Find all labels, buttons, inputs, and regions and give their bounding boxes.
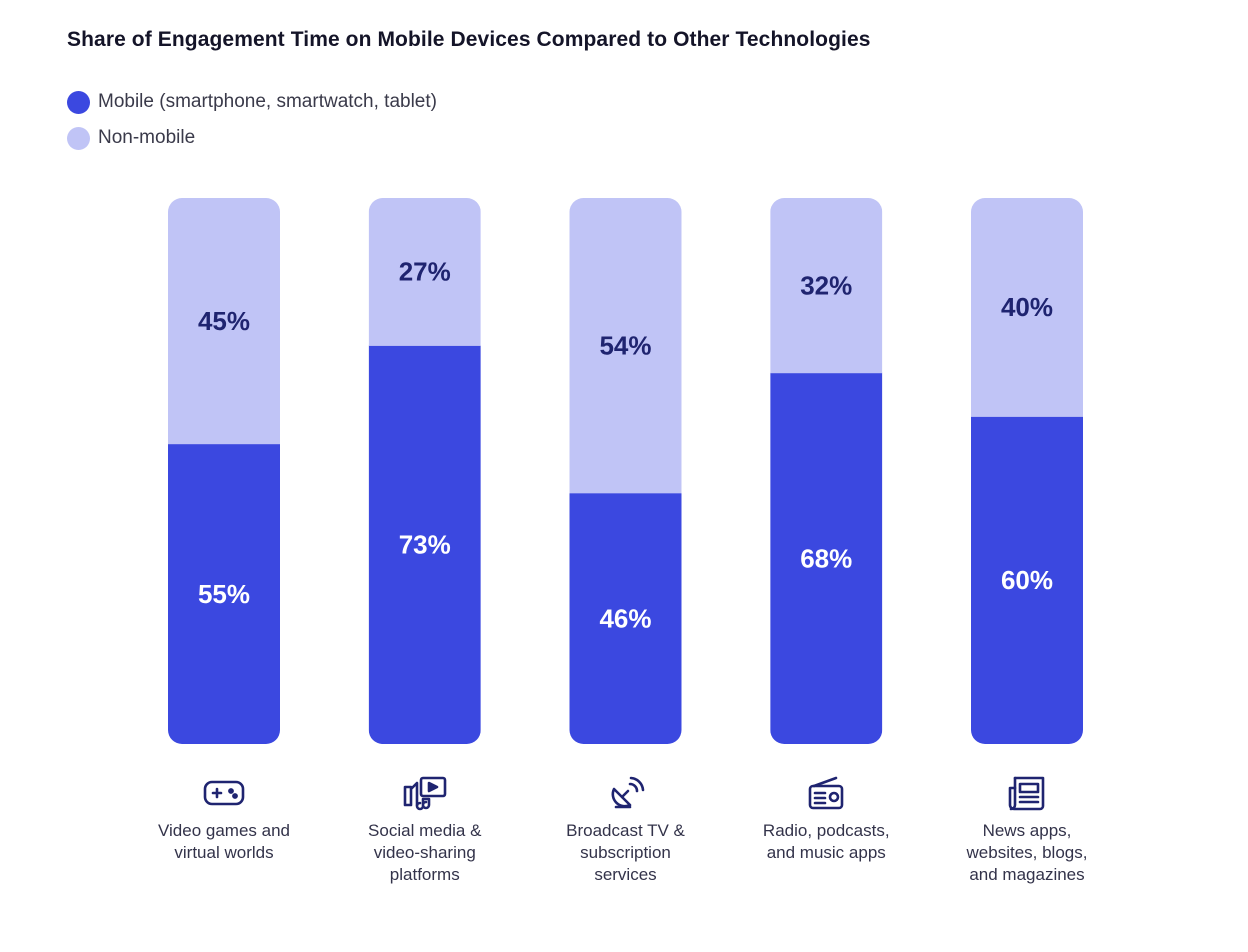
- chart-title: Share of Engagement Time on Mobile Devic…: [67, 28, 871, 51]
- bar-mobile: [168, 443, 280, 744]
- data-label-non-mobile: 27%: [399, 257, 451, 287]
- radio-icon: [796, 773, 856, 813]
- newspaper-icon: [997, 773, 1057, 813]
- bar-mobile: [368, 345, 481, 744]
- category-label: News apps, websites, blogs, and magazine…: [966, 821, 1088, 884]
- category-label: Social media & video-sharing platforms: [368, 821, 482, 884]
- bar-non-mobile: [569, 198, 682, 494]
- bar-group: [368, 198, 481, 744]
- bar-non-mobile: [770, 198, 883, 374]
- bar-mobile: [971, 416, 1083, 744]
- data-label-non-mobile: 40%: [1001, 292, 1053, 322]
- bar-non-mobile: [168, 198, 280, 445]
- legend-item-non-mobile: Non-mobile: [67, 120, 437, 156]
- category-label: Broadcast TV & subscription services: [566, 821, 685, 884]
- data-label-mobile: 46%: [599, 603, 651, 633]
- legend-label-mobile: Mobile (smartphone, smartwatch, tablet): [98, 91, 437, 112]
- bar-mobile: [770, 372, 883, 744]
- data-label-mobile: 73%: [399, 530, 451, 560]
- data-label-mobile: 55%: [198, 579, 250, 609]
- legend-item-mobile: Mobile (smartphone, smartwatch, tablet): [67, 84, 437, 120]
- bar-non-mobile: [368, 198, 481, 346]
- gamepad-icon: [194, 773, 254, 813]
- legend-swatch-mobile: [67, 90, 90, 114]
- bar-group: [971, 198, 1083, 744]
- legend: Mobile (smartphone, smartwatch, tablet) …: [67, 84, 437, 156]
- bar-non-mobile: [971, 198, 1083, 417]
- bar-group: [168, 198, 280, 744]
- satellite-dish-icon: [596, 773, 656, 813]
- data-label-non-mobile: 45%: [198, 306, 250, 336]
- data-label-mobile: 60%: [1001, 565, 1053, 595]
- data-label-mobile: 68%: [800, 543, 852, 573]
- bar-group: [770, 198, 883, 744]
- data-label-non-mobile: 54%: [599, 330, 651, 360]
- bar-mobile: [569, 492, 682, 744]
- legend-label-non-mobile: Non-mobile: [98, 127, 196, 148]
- category-label: Radio, podcasts, and music apps: [762, 821, 890, 862]
- legend-swatch-non-mobile: [67, 126, 90, 150]
- data-label-non-mobile: 32%: [800, 270, 852, 300]
- category-label: Video games and virtual worlds: [157, 821, 290, 862]
- social-media-icon: [395, 773, 455, 813]
- bar-group: [569, 198, 682, 744]
